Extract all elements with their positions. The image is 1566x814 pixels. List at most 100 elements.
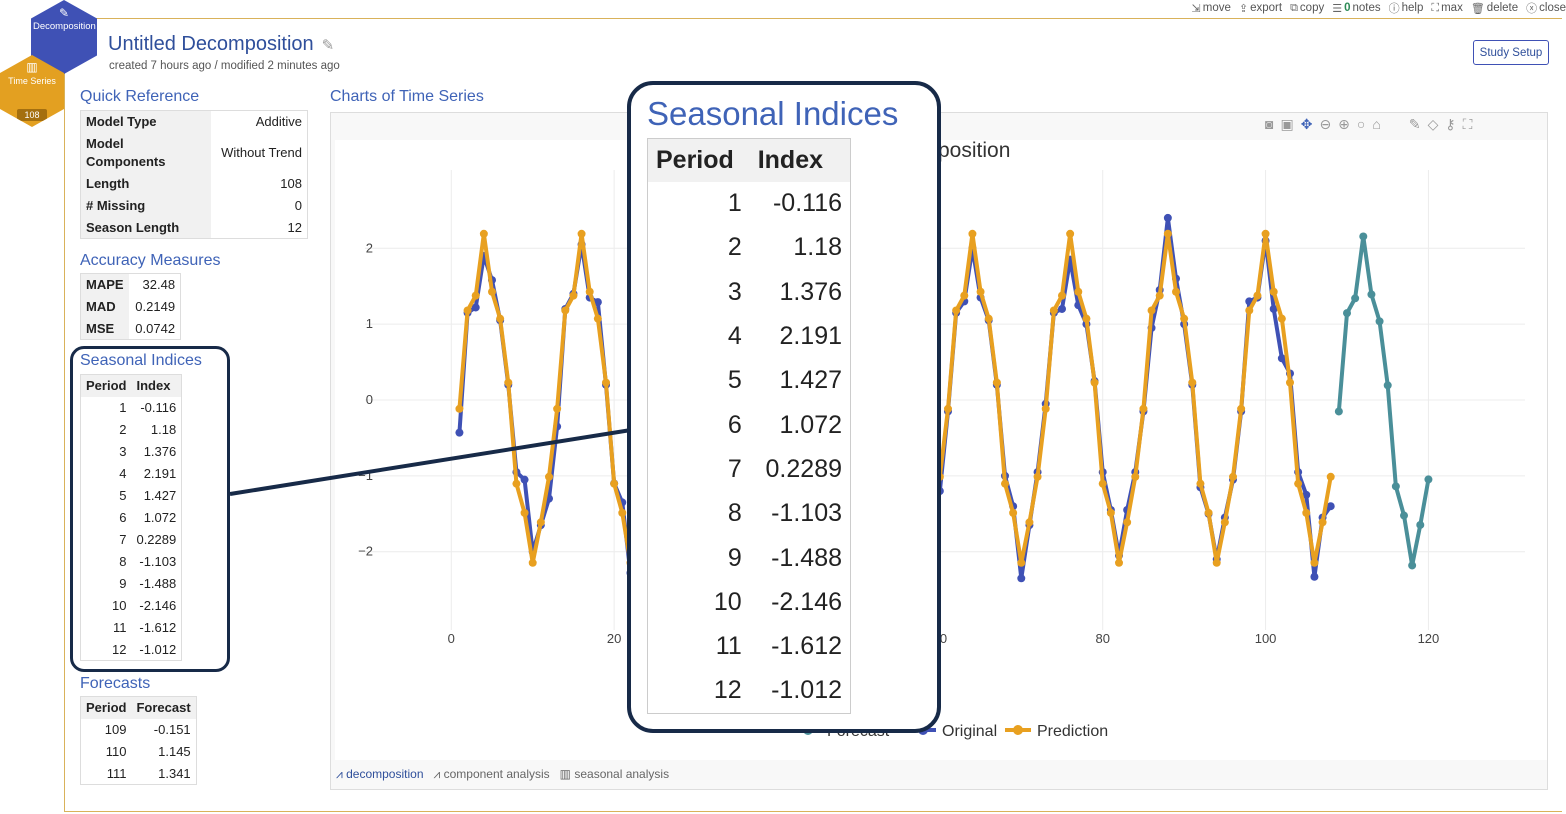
data-point-original — [1017, 574, 1026, 583]
notes-button[interactable]: ☰ 0 notes — [1332, 2, 1381, 15]
seasonal-indices-title: Seasonal Indices — [80, 352, 202, 369]
zoom-in-icon[interactable]: ⊕ — [1338, 116, 1350, 132]
column-header: Period — [80, 374, 132, 397]
bar-chart-icon: ▥ — [26, 60, 38, 74]
quick-reference-title: Quick Reference — [80, 88, 200, 105]
close-button[interactable]: ⓧ close — [1526, 2, 1566, 15]
data-point-forecast — [1416, 520, 1425, 529]
data-point-prediction — [496, 314, 505, 323]
data-point-prediction — [553, 404, 562, 413]
data-point-prediction — [1147, 306, 1156, 315]
zoom-out-icon[interactable]: ⊖ — [1319, 116, 1332, 132]
data-point-prediction — [455, 404, 464, 413]
max-icon: ⛶ — [1431, 1, 1440, 14]
data-point-forecast — [1391, 482, 1400, 491]
data-point-prediction — [1049, 306, 1058, 315]
line-chart-icon: ⩘ — [336, 767, 347, 781]
tab-seasonal-analysis[interactable]: ▥ seasonal analysis — [559, 767, 670, 781]
erase-icon[interactable]: ◇ — [1427, 116, 1439, 132]
data-point-prediction — [1131, 472, 1140, 481]
data-point-original — [1269, 304, 1278, 313]
table-row: 11 -1.612 — [715, 632, 842, 661]
y-tick-label: −2 — [358, 544, 373, 559]
forecasts-table: Period Forecast 109 -0.151 110 1.145 111 1.3… — [80, 696, 197, 785]
data-point-prediction — [1318, 518, 1327, 527]
tab-decomposition[interactable]: ⩘ decomposition — [336, 767, 424, 781]
time-series-hex[interactable]: ▥ Time Series 108 — [0, 55, 64, 127]
table-row: Season Length 12 — [80, 216, 308, 239]
data-point-prediction — [536, 518, 545, 527]
column-header: Forecast — [131, 696, 197, 719]
save-icon[interactable]: ▣ — [1280, 116, 1294, 132]
data-point-prediction — [610, 479, 619, 488]
top-toolbar: ⇲ move ⇪ export ⧉ copy ☰ 0 notes ⓘ help ⛶ max 🗑… — [1192, 0, 1566, 16]
data-point-original — [1058, 304, 1066, 313]
delete-button[interactable]: 🗑 delete — [1470, 2, 1519, 15]
study-setup-button[interactable]: Study Setup — [1473, 40, 1549, 65]
zoom-icon[interactable]: ○ — [1356, 116, 1366, 132]
series-line-forecast — [1336, 234, 1431, 568]
table-row: 7 0.2289 — [119, 532, 177, 547]
data-point-prediction — [1196, 479, 1205, 488]
data-point-prediction — [976, 287, 985, 296]
home-icon[interactable]: ⌂ — [1372, 116, 1381, 132]
table-row: 3 1.376 — [119, 444, 177, 459]
draw-icon[interactable]: ✎ — [1408, 116, 1421, 132]
data-point-prediction — [1058, 291, 1066, 300]
tab-component-analysis[interactable]: ⩘ component analysis — [433, 767, 550, 781]
data-point-prediction — [1066, 229, 1075, 238]
zoom-title: Seasonal Indices — [647, 95, 899, 132]
x-tick-label: 20 — [607, 631, 621, 646]
data-point-prediction — [1229, 472, 1237, 481]
help-button[interactable]: ⓘ help — [1388, 2, 1424, 15]
table-row: Length 108 — [80, 172, 308, 195]
data-point-original — [455, 428, 464, 437]
table-row: 110 1.145 — [105, 744, 191, 759]
time-series-count: 108 — [17, 109, 47, 121]
accuracy-title: Accuracy Measures — [80, 252, 221, 269]
charts-title: Charts of Time Series — [330, 88, 484, 105]
data-point-prediction — [992, 378, 1001, 387]
data-point-prediction — [471, 291, 480, 300]
max-button[interactable]: ⛶ max — [1431, 1, 1463, 15]
export-button[interactable]: ⇪ export — [1238, 2, 1283, 15]
table-row: 12 -1.012 — [713, 676, 842, 705]
data-point-original — [1302, 490, 1311, 499]
column-header: Period — [80, 696, 132, 719]
page-subtitle: created 7 hours ago / modified 2 minutes… — [109, 60, 340, 72]
x-tick-label: 100 — [1255, 631, 1277, 646]
key-icon[interactable]: ⚷ — [1445, 116, 1456, 132]
plot-toolbar: ◙ ▣ ✥ ⊖ ⊕ ○ ⌂ ✎ ◇ ⚷ ⛶ — [1265, 116, 1472, 133]
table-row: MAPE 32.48 — [80, 273, 181, 296]
chart-tabs: ⩘ decomposition ⩘ component analysis ▥ s… — [336, 767, 669, 782]
table-row: 5 1.427 — [119, 488, 177, 503]
edit-icon[interactable]: ✎ — [321, 36, 335, 54]
data-point-prediction — [1261, 229, 1270, 238]
fullscreen-icon[interactable]: ⛶ — [1462, 116, 1473, 132]
data-point-forecast — [1343, 309, 1351, 318]
table-row: 10 -2.146 — [713, 587, 842, 616]
data-point-prediction — [1082, 314, 1091, 323]
data-point-original — [471, 303, 480, 312]
data-point-prediction — [1302, 508, 1311, 517]
data-point-forecast — [1400, 511, 1408, 520]
forecasts-title: Forecasts — [80, 675, 151, 692]
data-point-prediction — [1326, 472, 1335, 481]
data-point-prediction — [1172, 287, 1180, 296]
data-point-prediction — [1286, 378, 1294, 387]
pan-icon[interactable]: ✥ — [1300, 116, 1313, 132]
legend-label: Original — [942, 723, 997, 740]
data-point-prediction — [1074, 287, 1083, 296]
data-point-prediction — [1245, 306, 1254, 315]
data-point-prediction — [593, 314, 602, 323]
move-button[interactable]: ⇲ move — [1191, 2, 1231, 15]
table-row: 9 -1.488 — [119, 576, 177, 591]
y-tick-label: −1 — [358, 468, 373, 483]
data-point-prediction — [1277, 314, 1286, 323]
page-title[interactable]: Untitled Decomposition — [108, 33, 314, 55]
copy-button[interactable]: ⧉ copy — [1290, 1, 1325, 15]
data-point-prediction — [561, 306, 570, 315]
data-point-prediction — [488, 287, 496, 296]
data-point-prediction — [1139, 404, 1148, 413]
camera-icon[interactable]: ◙ — [1265, 116, 1274, 132]
